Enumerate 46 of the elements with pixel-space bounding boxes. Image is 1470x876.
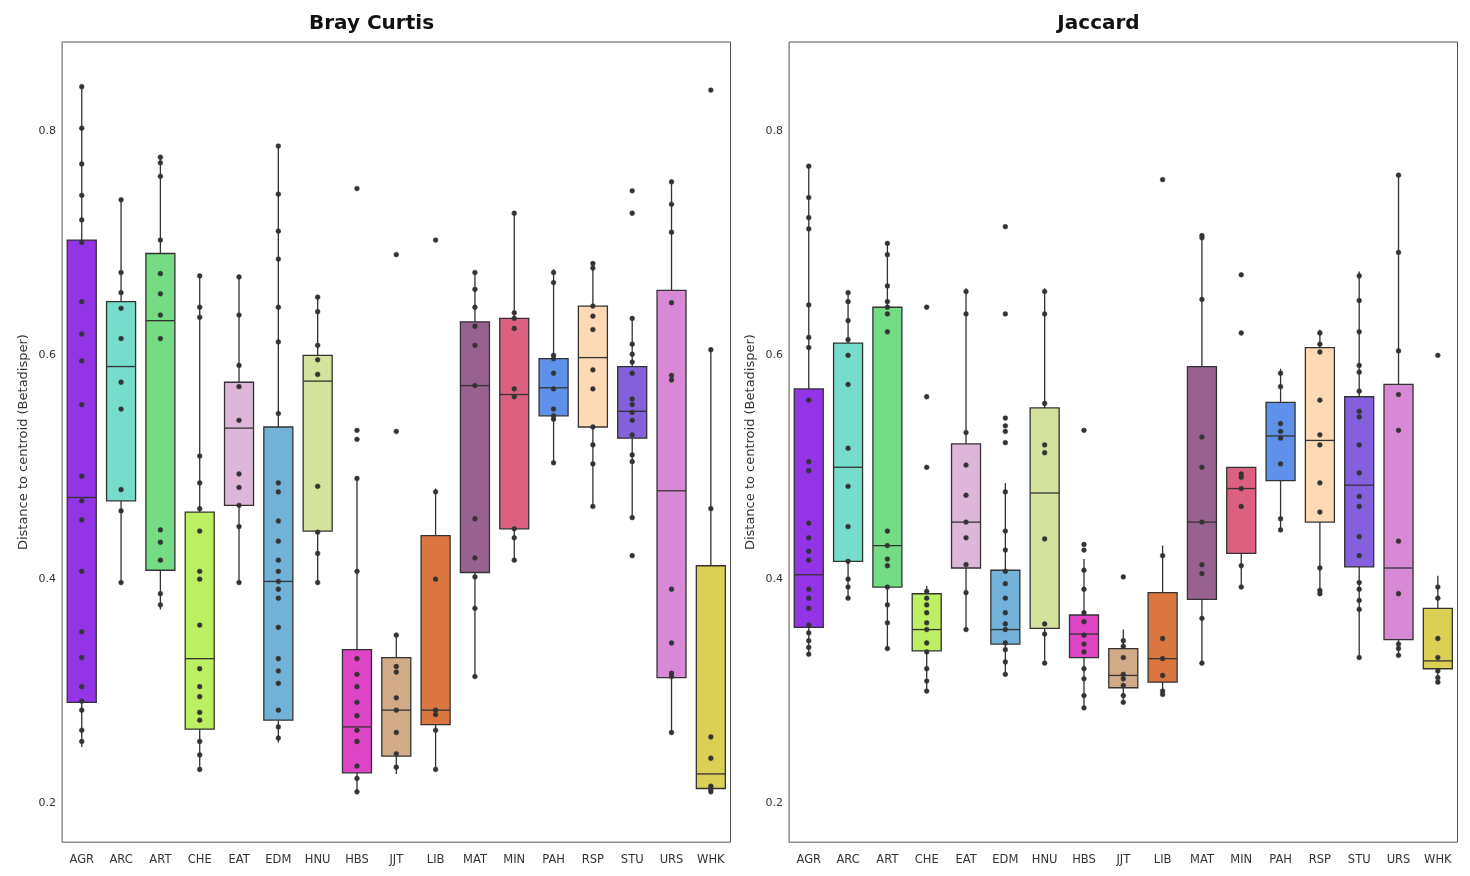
x-tick-label: WHK — [697, 852, 726, 867]
x-tick-label: ART — [149, 852, 173, 867]
x-tick-label: ARC — [109, 852, 133, 867]
x-tick-label: AGR — [796, 852, 822, 867]
x-tick-label: JJT — [1115, 852, 1132, 867]
x-tick-label: STU — [620, 852, 644, 867]
chart-title: Bray Curtis — [308, 10, 435, 35]
x-tick-label: ART — [876, 852, 900, 867]
x-tick-label: HNU — [1031, 852, 1058, 867]
y-tick-label: 0.8 — [38, 124, 57, 138]
x-tick-label: HNU — [304, 852, 331, 867]
x-tick-label: AGR — [69, 852, 95, 867]
x-tick-label: LIB — [426, 852, 445, 867]
x-tick-label: URS — [1386, 852, 1411, 867]
x-tick-label: EDM — [265, 852, 292, 867]
x-tick-label: EAT — [955, 852, 978, 867]
x-tick-label: HBS — [1072, 852, 1096, 867]
x-tick-label: MIN — [503, 852, 526, 867]
y-tick-label: 0.8 — [765, 124, 784, 138]
y-tick-label: 0.4 — [765, 572, 784, 586]
x-tick-label: EAT — [228, 852, 251, 867]
x-tick-label: STU — [1347, 852, 1371, 867]
y-tick-label: 0.4 — [38, 572, 57, 586]
x-tick-label: MAT — [462, 852, 488, 867]
x-tick-label: PAH — [1269, 852, 1292, 867]
y-tick-label: 0.6 — [38, 348, 57, 362]
x-tick-label: PAH — [542, 852, 565, 867]
y-tick-label: 0.2 — [38, 795, 57, 809]
x-tick-label: HBS — [345, 852, 369, 867]
y-axis-title: Distance to centroid (Betadisper) — [742, 334, 758, 551]
x-tick-label: CHE — [187, 852, 212, 867]
x-tick-label: JJT — [388, 852, 405, 867]
x-tick-label: EDM — [992, 852, 1019, 867]
y-tick-label: 0.6 — [765, 348, 784, 362]
y-axis-title: Distance to centroid (Betadisper) — [15, 334, 31, 551]
x-tick-label: RSP — [1308, 852, 1332, 867]
x-tick-label: URS — [659, 852, 684, 867]
x-tick-label: LIB — [1153, 852, 1172, 867]
x-tick-label: MIN — [1230, 852, 1253, 867]
x-tick-label: CHE — [914, 852, 939, 867]
x-tick-label: RSP — [581, 852, 605, 867]
x-tick-label: WHK — [1424, 852, 1453, 867]
x-tick-label: ARC — [836, 852, 860, 867]
chart-title: Jaccard — [1055, 10, 1140, 35]
x-tick-label: MAT — [1189, 852, 1215, 867]
y-tick-label: 0.2 — [765, 795, 784, 809]
